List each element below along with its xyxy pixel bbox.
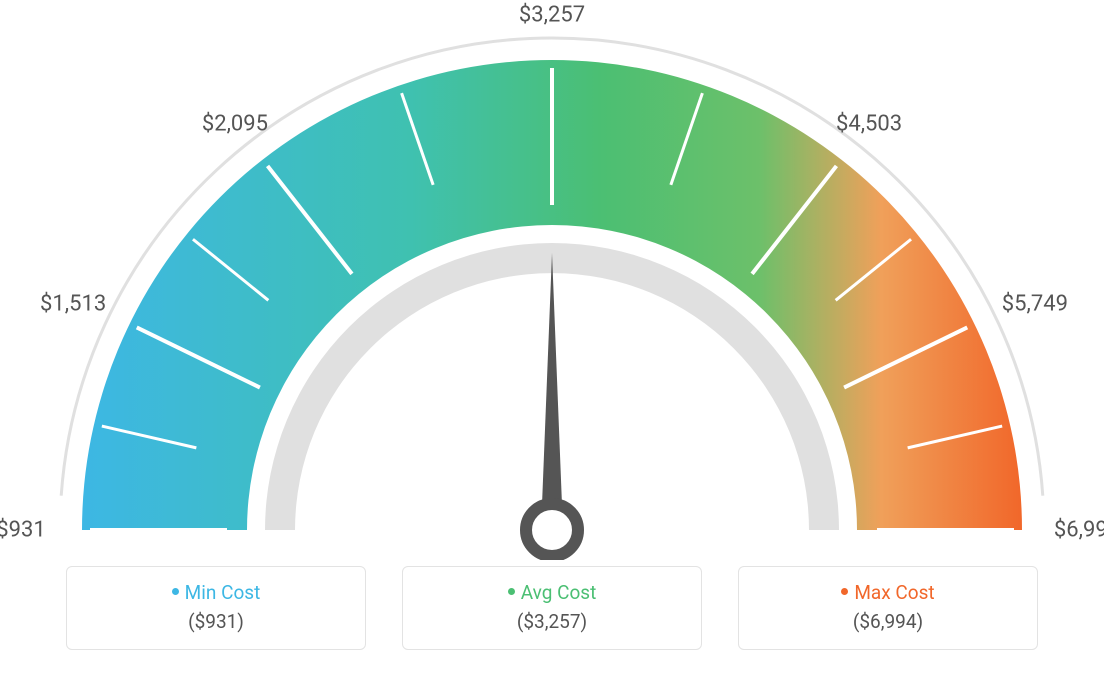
legend-value: ($3,257) [403,610,701,633]
legend-title-text: Avg Cost [521,581,597,604]
legend-card: Max Cost ($6,994) [738,566,1038,650]
legend-value: ($931) [67,610,365,633]
gauge-tick-label: $5,749 [1002,292,1068,317]
gauge-tick-label: $3,257 [519,3,585,28]
gauge-chart-container: $931 $1,513 $2,095 $3,257 $4,503 $5,749 $6,994… [0,0,1104,690]
legend-row: Min Cost ($931) Avg Cost ($3,257) Max Cost ($… [0,566,1104,650]
gauge-area: $931 $1,513 $2,095 $3,257 $4,503 $5,749 $6,994 [0,0,1104,560]
gauge-tick-label: $4,503 [836,112,902,137]
gauge-svg [0,0,1104,560]
gauge-tick-label: $6,994 [1054,518,1104,543]
gauge-needle [541,253,563,530]
legend-title: Avg Cost [403,581,701,604]
gauge-tick-label: $2,095 [202,112,268,137]
legend-dot [841,588,848,595]
legend-title-text: Max Cost [854,581,934,604]
legend-title: Min Cost [67,581,365,604]
legend-card: Avg Cost ($3,257) [402,566,702,650]
legend-dot [172,588,179,595]
gauge-hub [526,504,578,556]
gauge-tick-label: $1,513 [40,292,106,317]
legend-dot [508,588,515,595]
legend-value: ($6,994) [739,610,1037,633]
gauge-tick-label: $931 [0,518,46,543]
legend-title: Max Cost [739,581,1037,604]
legend-title-text: Min Cost [185,581,261,604]
legend-card: Min Cost ($931) [66,566,366,650]
